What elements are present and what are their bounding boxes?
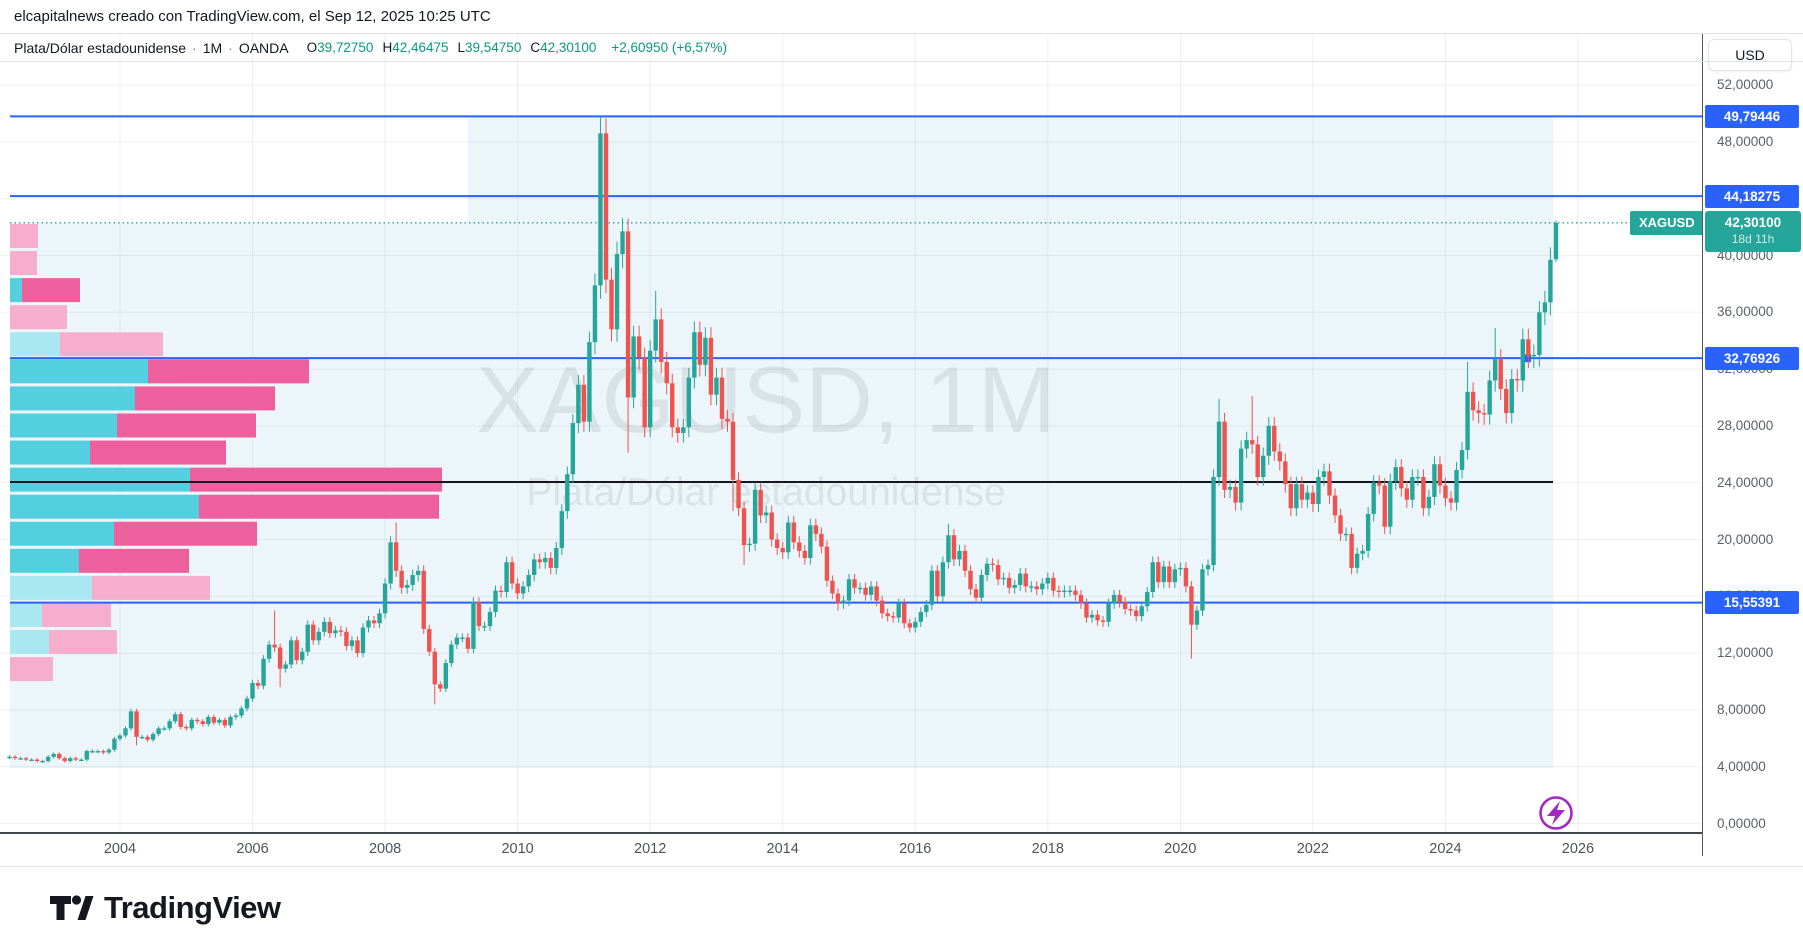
time-tick-label: 2004 — [103, 841, 137, 857]
close-key: C — [530, 40, 541, 55]
tradingview-logo-icon — [50, 895, 94, 920]
interval-label[interactable]: 1M — [202, 39, 223, 56]
separator-dot: · — [192, 39, 197, 56]
candlestick-series — [7, 116, 1559, 763]
open-key: O — [306, 40, 318, 55]
ohlc-values: O39,72750 H42,46475 L39,54750 C42,30100 — [307, 40, 606, 55]
price-tick-label: 20,00000 — [1717, 531, 1774, 547]
low-value: 39,54750 — [465, 40, 522, 55]
price-axis[interactable]: USD 52,0000048,0000044,0000040,0000036,0… — [1702, 33, 1803, 856]
close-value: 42,30100 — [540, 40, 597, 55]
time-tick-label: 2012 — [634, 841, 667, 857]
time-tick-label: 2008 — [368, 841, 402, 857]
high-key: H — [382, 40, 393, 55]
svg-text:XAGUSD, 1M: XAGUSD, 1M — [476, 347, 1056, 452]
open-value: 39,72750 — [317, 40, 374, 55]
attribution-bar: elcapitalnews creado con TradingView.com… — [0, 0, 1803, 34]
symbol-legend-row[interactable]: Plata/Dólar estadounidense · 1M · OANDA … — [0, 34, 1803, 62]
separator-dot: · — [228, 39, 233, 56]
price-tick-label: 48,00000 — [1717, 133, 1774, 149]
low-key: L — [457, 40, 466, 55]
price-tick-label: 28,00000 — [1717, 417, 1774, 433]
time-tick-label: 2020 — [1164, 841, 1197, 857]
price-tick-label: 52,00000 — [1717, 77, 1774, 93]
time-tick-label: 2018 — [1031, 841, 1064, 857]
symbol-title[interactable]: Plata/Dólar estadounidense — [14, 39, 187, 56]
price-tick-label: 4,00000 — [1717, 758, 1766, 774]
widget-bottom-border — [0, 866, 1803, 867]
lightning-icon[interactable] — [1539, 796, 1573, 830]
change-value: +2,60950 (+6,57%) — [611, 40, 727, 55]
time-tick-label: 2010 — [501, 841, 534, 857]
price-tick-label: 36,00000 — [1717, 304, 1774, 320]
time-axis-line — [0, 832, 1702, 834]
price-level-badge: 44,18275 — [1705, 184, 1799, 208]
price-level-badge: 49,79446 — [1705, 104, 1799, 128]
currency-button[interactable]: USD — [1708, 39, 1792, 71]
time-tick-label: 2024 — [1429, 841, 1462, 857]
time-tick-label: 2026 — [1561, 841, 1595, 857]
volume-profile — [10, 224, 442, 682]
last-price-badge: 42,30100 18d 11h — [1705, 210, 1801, 252]
tradingview-logo[interactable]: TradingView — [48, 890, 281, 926]
price-tick-label: 0,00000 — [1717, 815, 1766, 831]
price-tick-label: 12,00000 — [1717, 645, 1774, 661]
price-tick-label: 8,00000 — [1717, 701, 1766, 717]
attribution-text: elcapitalnews creado con TradingView.com… — [14, 8, 491, 25]
price-level-lines[interactable] — [10, 115, 1702, 604]
line-anchor-handle — [1523, 354, 1531, 363]
time-tick-label: 2014 — [766, 841, 799, 857]
price-level-badge: 15,55391 — [1705, 591, 1799, 615]
price-tick-label: 24,00000 — [1717, 474, 1774, 490]
time-tick-label: 2016 — [899, 841, 932, 857]
time-tick-label: 2022 — [1296, 841, 1329, 857]
high-value: 42,46475 — [392, 40, 449, 55]
tradingview-logo-text: TradingView — [104, 890, 281, 925]
exchange-label: OANDA — [238, 39, 289, 56]
time-tick-label: 2006 — [236, 841, 269, 857]
last-price-symbol-tag: XAGUSD — [1630, 210, 1704, 235]
price-level-badge: 32,76926 — [1705, 346, 1799, 370]
